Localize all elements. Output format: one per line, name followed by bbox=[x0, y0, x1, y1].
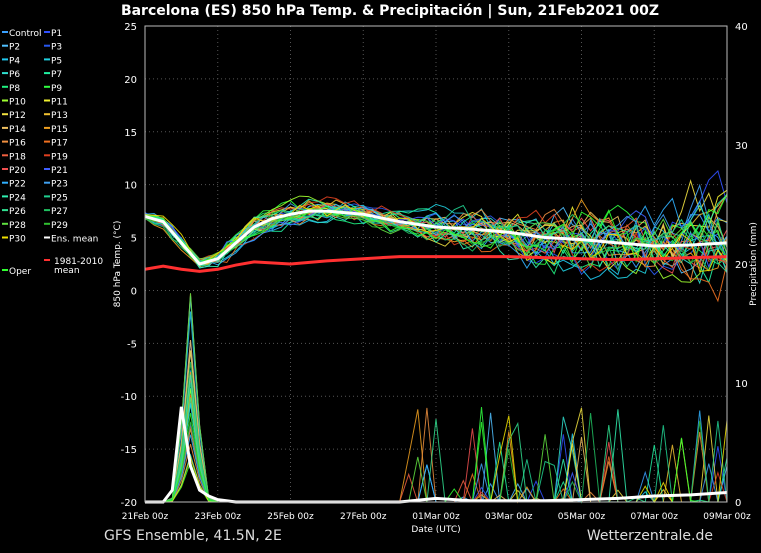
legend-label: P26 bbox=[9, 207, 26, 217]
x-tick-label: 27Feb 00z bbox=[340, 512, 387, 522]
legend-label: P21 bbox=[51, 166, 68, 176]
x-tick-labels: 21Feb 00z 23Feb 00z 25Feb 00z 27Feb 00z 01Ma… bbox=[122, 512, 751, 522]
member-temp-line bbox=[144, 204, 728, 273]
y2-tick-label: 0 bbox=[735, 498, 741, 509]
member-precip-line bbox=[145, 402, 728, 503]
legend: Control P1 P2 P3 P4 P5 P6 P7 P8 P9 P10 P11 P12 P13 P14… bbox=[2, 29, 103, 277]
x-tick-label: 23Feb 00z bbox=[195, 512, 242, 522]
legend-label: P14 bbox=[9, 125, 26, 135]
y-tick-label: 0 bbox=[131, 286, 137, 297]
chart-grid bbox=[144, 25, 728, 503]
member-precip-line bbox=[145, 377, 727, 503]
member-temp-line bbox=[144, 201, 728, 279]
legend-label: P19 bbox=[51, 152, 68, 162]
legend-label: Oper bbox=[9, 267, 31, 277]
x-axis-label: Date (UTC) bbox=[411, 525, 460, 535]
ensemble-mean-temp-line bbox=[144, 209, 728, 266]
legend-label: P8 bbox=[9, 84, 20, 94]
legend-label: P25 bbox=[51, 193, 68, 203]
member-temp-line bbox=[144, 206, 728, 273]
legend-label: P3 bbox=[51, 43, 62, 53]
legend-label: P16 bbox=[9, 139, 26, 149]
legend-label: P27 bbox=[51, 207, 68, 217]
legend-label: P9 bbox=[51, 84, 62, 94]
member-precip-line bbox=[145, 410, 727, 503]
climatology-mean-line bbox=[144, 255, 728, 273]
x-tick-label: 03Mar 00z bbox=[485, 512, 533, 522]
y2-tick-label: 40 bbox=[735, 22, 748, 33]
chart-title: Barcelona (ES) 850 hPa Temp. & Precipita… bbox=[121, 3, 659, 19]
legend-label: P28 bbox=[9, 221, 26, 231]
legend-label: P1 bbox=[51, 29, 62, 39]
legend-label: P7 bbox=[51, 70, 62, 80]
y-tick-label: 10 bbox=[124, 181, 137, 192]
y-tick-label: 20 bbox=[124, 75, 137, 86]
x-tick-label: 25Feb 00z bbox=[267, 512, 314, 522]
legend-label: P4 bbox=[9, 56, 20, 66]
y-axis-label: 850 hPa Temp. (°C) bbox=[113, 221, 123, 308]
legend-label: P18 bbox=[9, 152, 26, 162]
model-info: GFS Ensemble, 41.5N, 2E bbox=[104, 528, 282, 544]
legend-label: P29 bbox=[51, 221, 68, 231]
legend-label: P23 bbox=[51, 180, 68, 190]
y2-tick-labels: 40 30 20 10 0 bbox=[735, 22, 748, 509]
y-tick-label: -20 bbox=[121, 498, 137, 509]
legend-label: P15 bbox=[51, 125, 68, 135]
x-tick-label: 05Mar 00z bbox=[558, 512, 606, 522]
legend-label: P20 bbox=[9, 166, 26, 176]
legend-label: P6 bbox=[9, 70, 20, 80]
y-tick-label: 5 bbox=[131, 234, 137, 245]
y2-tick-label: 10 bbox=[735, 379, 748, 390]
legend-label: P13 bbox=[51, 111, 68, 121]
legend-label: P10 bbox=[9, 98, 26, 108]
legend-label: P11 bbox=[51, 98, 68, 108]
legend-label: 1981-2010 mean bbox=[54, 257, 103, 276]
legend-label: P12 bbox=[9, 111, 26, 121]
legend-label: P24 bbox=[9, 193, 26, 203]
y-tick-label: 25 bbox=[124, 22, 137, 33]
x-tick-label: 07Mar 00z bbox=[631, 512, 679, 522]
plot-frame bbox=[144, 25, 728, 503]
y-tick-label: -5 bbox=[127, 339, 137, 350]
legend-label: Control bbox=[9, 29, 42, 39]
source-credit[interactable]: Wetterzentrale.de bbox=[586, 528, 713, 544]
y2-tick-label: 20 bbox=[735, 260, 748, 271]
x-tick-label: 21Feb 00z bbox=[122, 512, 169, 522]
y2-axis-label: Precipitation (mm) bbox=[749, 222, 759, 306]
legend-label: P30 bbox=[9, 235, 26, 245]
member-temp-line bbox=[144, 197, 728, 269]
x-tick-label: 01Mar 00z bbox=[412, 512, 460, 522]
member-precip-line bbox=[145, 388, 728, 503]
y2-tick-label: 30 bbox=[735, 141, 748, 152]
legend-label: P5 bbox=[51, 56, 62, 66]
legend-label: Ens. mean bbox=[51, 235, 98, 245]
legend-label: P2 bbox=[9, 43, 20, 53]
y-tick-label: -10 bbox=[121, 392, 137, 403]
member-precip-line bbox=[145, 388, 727, 503]
y-tick-label: 15 bbox=[124, 128, 137, 139]
legend-label: P17 bbox=[51, 139, 68, 149]
legend-label: P22 bbox=[9, 180, 26, 190]
y-tick-label: -15 bbox=[121, 445, 137, 456]
y-tick-labels: 25 20 15 10 5 0 -5 -10 -15 -20 bbox=[121, 22, 137, 509]
x-tick-label: 09Mar 00z bbox=[703, 512, 751, 522]
